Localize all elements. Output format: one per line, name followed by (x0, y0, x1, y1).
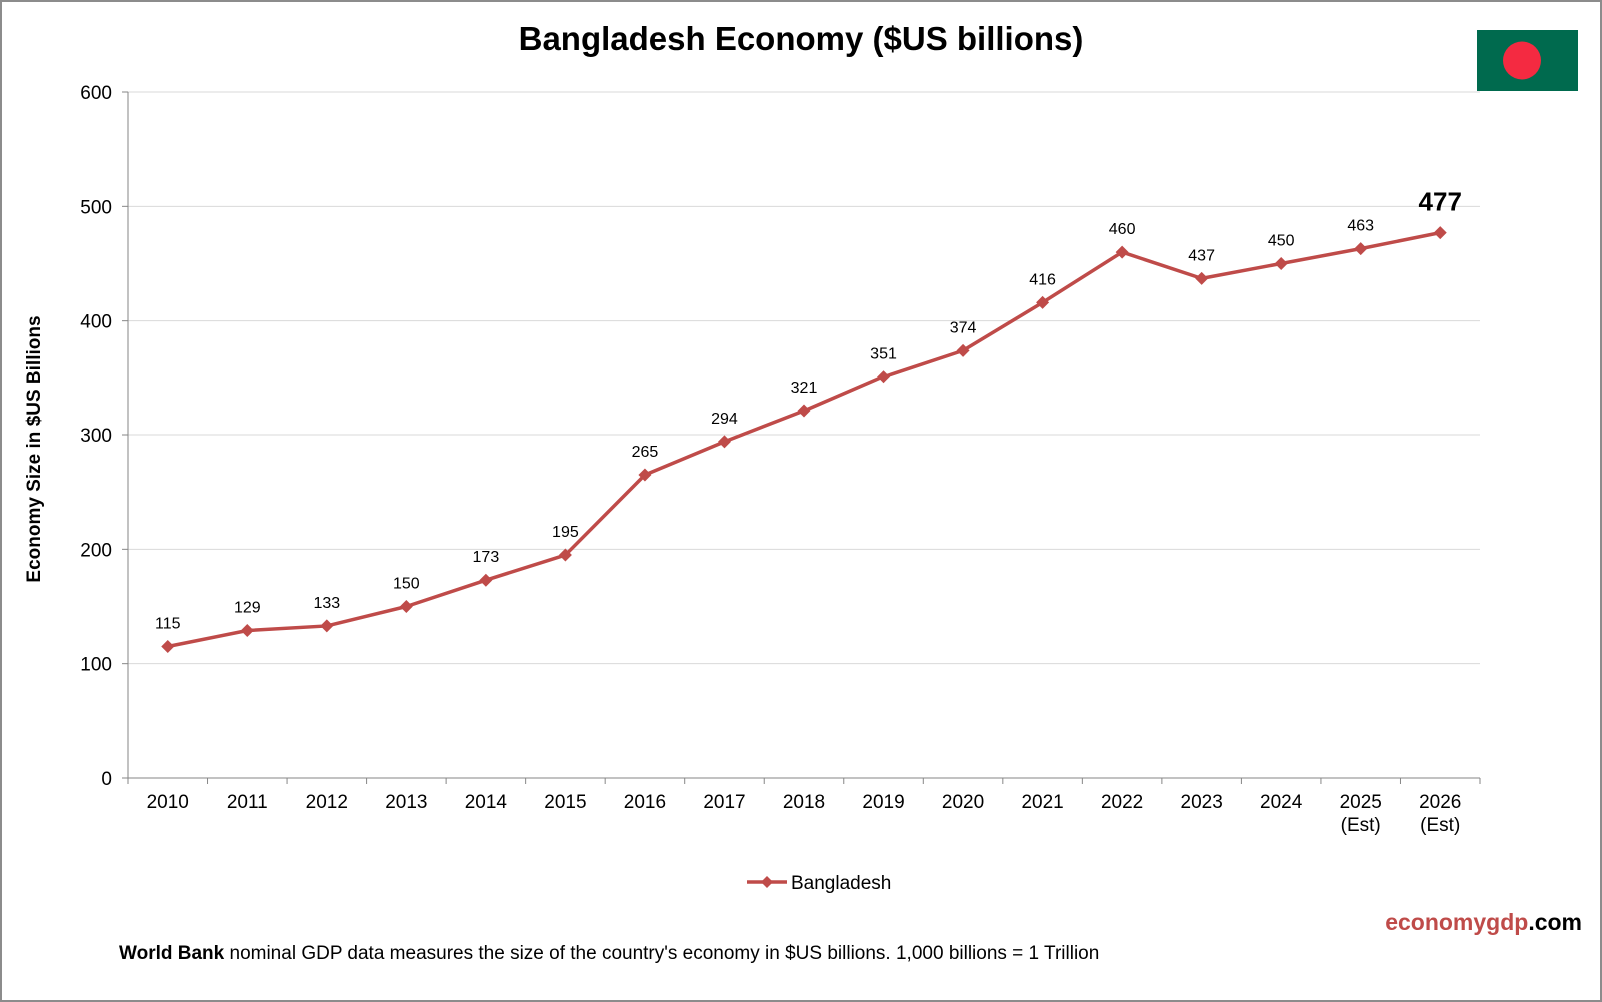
x-tick-label: 2026 (Est) (1419, 792, 1461, 836)
y-tick-label: 500 (80, 197, 112, 218)
x-tick-label-line: 2018 (783, 792, 825, 813)
data-point-marker (956, 343, 970, 357)
x-tick-label: 2017 (703, 792, 745, 813)
data-point-marker (161, 640, 175, 654)
y-tick-label: 0 (101, 769, 112, 790)
x-tick-label: 2010 (147, 792, 189, 813)
x-tick-label-line: 2025 (1340, 792, 1382, 813)
x-tick-label: 2023 (1181, 792, 1223, 813)
x-tick-label-line: 2014 (465, 792, 508, 813)
x-tick-label: 2015 (544, 792, 586, 813)
x-tick-label: 2018 (783, 792, 825, 813)
x-tick-label: 2019 (862, 792, 904, 813)
data-point-marker (638, 468, 652, 482)
x-tick-label: 2022 (1101, 792, 1143, 813)
x-tick-label-line: 2020 (942, 792, 984, 813)
x-tick-label: 2020 (942, 792, 984, 813)
y-tick-label: 300 (80, 426, 112, 447)
x-tick-label-line: 2017 (703, 792, 745, 813)
x-tick-label: 2016 (624, 792, 666, 813)
chart-title: Bangladesh Economy ($US billions) (518, 20, 1084, 57)
x-tick-label-line: 2022 (1101, 792, 1143, 813)
x-tick-label-line: 2010 (147, 792, 189, 813)
data-label: 129 (234, 600, 261, 617)
x-tick-label: 2014 (465, 792, 508, 813)
bangladesh-flag-icon (1477, 30, 1578, 91)
data-point-marker (877, 370, 891, 384)
legend-label: Bangladesh (791, 873, 891, 894)
data-label: 460 (1109, 221, 1136, 238)
x-tick-label: 2025 (Est) (1340, 792, 1382, 836)
brand-name: economygdp (1385, 909, 1529, 935)
x-tick-label-line: (Est) (1420, 815, 1460, 836)
data-label: 133 (313, 595, 340, 612)
data-label: 437 (1188, 247, 1215, 264)
y-tick-label: 100 (80, 655, 112, 676)
brand-watermark: economygdp.com (1385, 909, 1582, 936)
data-label: 173 (473, 549, 500, 566)
series-line-bangladesh (167, 230, 1441, 649)
x-tick-label: 2013 (385, 792, 427, 813)
data-label: 463 (1347, 218, 1374, 235)
x-tick-label: 2024 (1260, 792, 1303, 813)
data-label: 115 (155, 616, 181, 633)
x-tick-label-line: 2011 (227, 792, 268, 813)
data-point-marker (717, 435, 731, 449)
data-label: 265 (632, 444, 659, 461)
x-tick-label: 2012 (306, 792, 348, 813)
data-point-marker (1036, 295, 1050, 309)
x-tick-label-line: 2015 (544, 792, 586, 813)
data-point-marker (558, 548, 572, 562)
footnote-text: nominal GDP data measures the size of th… (224, 943, 1100, 964)
data-label: 416 (1029, 271, 1056, 288)
x-tick-label-line: 2019 (862, 792, 904, 813)
data-label: 294 (711, 411, 738, 428)
data-point-marker (1433, 226, 1447, 240)
data-label: 195 (552, 524, 579, 541)
x-tick-label-line: (Est) (1341, 815, 1381, 836)
data-point-marker (240, 624, 254, 638)
x-tick-label: 2021 (1021, 792, 1063, 813)
data-point-marker (1354, 242, 1368, 256)
y-tick-label: 200 (80, 540, 112, 561)
y-tick-label: 400 (80, 312, 112, 333)
x-tick-label: 2011 (227, 792, 268, 813)
data-point-marker (1274, 257, 1288, 270)
data-point-marker (1115, 245, 1129, 259)
data-label: 351 (870, 346, 897, 363)
x-tick-label-line: 2016 (624, 792, 666, 813)
data-point-marker (399, 600, 413, 613)
data-point-marker (320, 619, 334, 633)
data-point-marker (1195, 271, 1209, 285)
y-tick-label: 600 (80, 83, 112, 104)
x-tick-label-line: 2026 (1419, 792, 1461, 813)
data-label: 321 (791, 380, 818, 397)
legend-marker (761, 876, 773, 888)
x-tick-label-line: 2023 (1181, 792, 1223, 813)
footnote: World Bank nominal GDP data measures the… (119, 943, 1099, 965)
x-tick-label-line: 2024 (1260, 792, 1303, 813)
data-point-marker (479, 573, 493, 587)
data-label: 150 (393, 576, 420, 593)
x-tick-label-line: 2013 (385, 792, 427, 813)
brand-domain: .com (1528, 909, 1582, 935)
footnote-source: World Bank (119, 943, 225, 964)
data-label: 450 (1268, 233, 1295, 250)
x-tick-label-line: 2012 (306, 792, 348, 813)
x-tick-label-line: 2021 (1021, 792, 1063, 813)
data-label: 374 (950, 319, 977, 336)
data-point-marker (797, 404, 811, 418)
data-label-latest: 477 (1419, 187, 1462, 217)
